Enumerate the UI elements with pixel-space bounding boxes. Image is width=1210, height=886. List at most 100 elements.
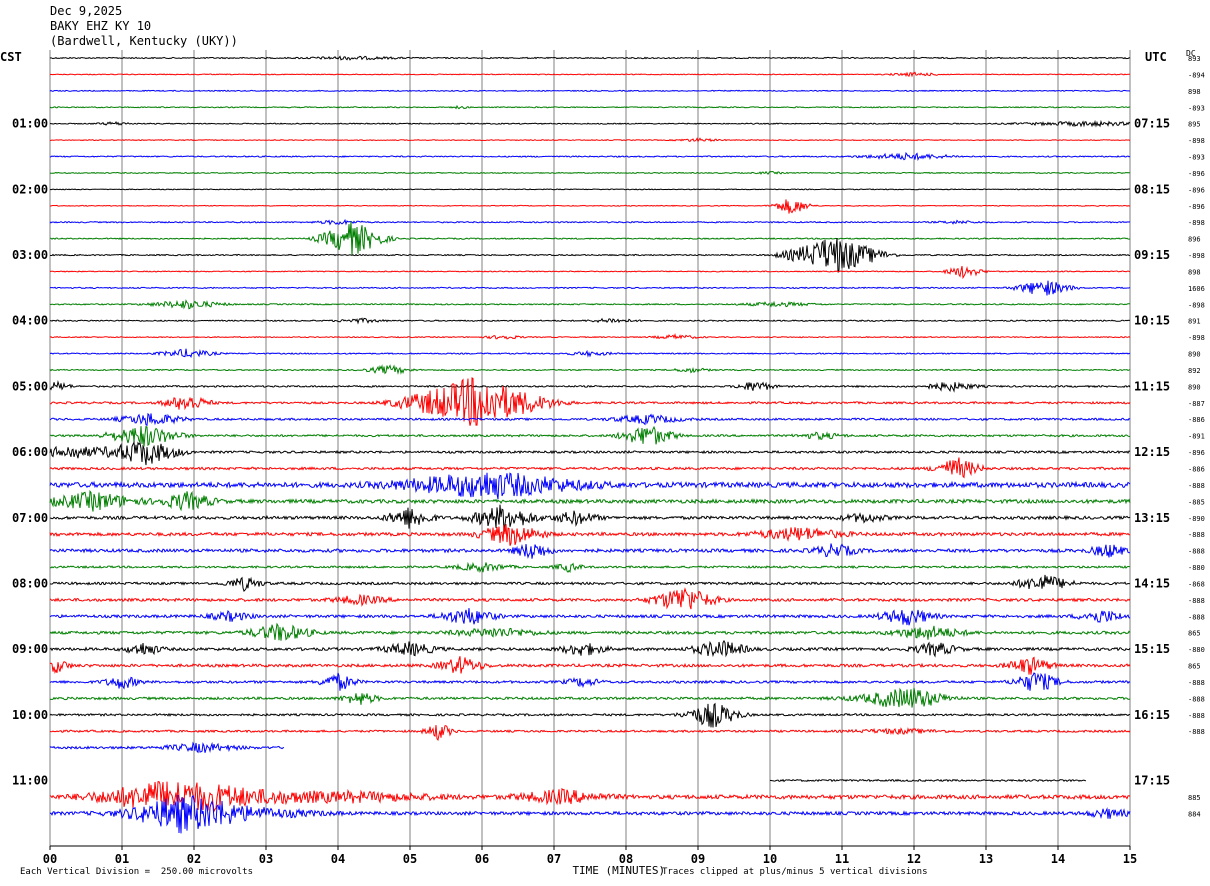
dc-offset-label: 895 — [1188, 121, 1201, 129]
hour-label-utc: 14:15 — [1134, 576, 1170, 590]
hour-label-cst: 10:00 — [12, 708, 48, 722]
dc-offset-label: -888 — [1188, 531, 1205, 539]
dc-offset-label: -898 — [1188, 252, 1205, 260]
hour-label-cst: 07:00 — [12, 511, 48, 525]
dc-offset-label: -886 — [1188, 466, 1205, 474]
trace-line — [49, 137, 1131, 143]
dc-offset-label: -893 — [1188, 104, 1205, 112]
axis-labels: 00 01 02 03 04 05 06 07 08 09 10 11 12 13 14 15 TIME (MI… — [12, 55, 1205, 877]
trace-line — [49, 543, 1131, 559]
dc-offset-label: -888 — [1188, 728, 1205, 736]
hour-label-utc: 10:15 — [1134, 314, 1170, 328]
x-tick-label: 07 — [547, 852, 561, 866]
dc-offset-label: -887 — [1188, 400, 1205, 408]
hour-label-utc: 17:15 — [1134, 773, 1170, 787]
trace-line — [49, 265, 1131, 280]
dc-offset-label: -868 — [1188, 580, 1205, 588]
x-tick-label: 00 — [43, 852, 57, 866]
trace-line — [49, 741, 285, 754]
dc-offset-label: -898 — [1188, 219, 1205, 227]
hour-label-cst: 02:00 — [12, 182, 48, 196]
dc-offset-label: -888 — [1188, 548, 1205, 556]
trace-line — [49, 489, 1131, 512]
dc-offset-label: -898 — [1188, 137, 1205, 145]
hour-label-utc: 12:15 — [1134, 445, 1170, 459]
dc-offset-label: -890 — [1188, 515, 1205, 523]
dc-offset-label: 896 — [1188, 236, 1201, 244]
trace-line — [49, 587, 1131, 610]
dc-offset-label: 898 — [1188, 268, 1201, 276]
trace-line — [49, 622, 1131, 641]
hour-label-cst: 01:00 — [12, 117, 48, 131]
trace-line — [50, 504, 1131, 532]
dc-offset-label: 884 — [1188, 810, 1201, 818]
x-tick-label: 01 — [115, 852, 129, 866]
trace-line — [49, 561, 1131, 573]
dc-offset-label: 891 — [1188, 318, 1201, 326]
dc-offset-label: -896 — [1188, 449, 1205, 457]
trace-line — [49, 725, 1131, 741]
trace-line — [49, 702, 1131, 728]
trace-line — [49, 317, 1131, 325]
left-axis-label: CST — [0, 50, 22, 64]
dc-offset-label: -891 — [1188, 433, 1205, 441]
x-tick-label: 14 — [1051, 852, 1065, 866]
dc-offset-label: -896 — [1188, 186, 1205, 194]
trace-line — [49, 524, 1131, 546]
dc-offset-label: -894 — [1188, 71, 1205, 79]
trace-line — [49, 55, 1131, 61]
trace-line — [49, 639, 1131, 658]
header-station: BAKY EHZ KY 10 — [50, 19, 152, 33]
trace-line — [49, 574, 1131, 593]
x-tick-label: 12 — [907, 852, 921, 866]
hour-label-utc: 11:15 — [1134, 379, 1170, 393]
trace-line — [49, 71, 1131, 78]
trace-line — [50, 199, 1131, 214]
x-tick-label: 09 — [691, 852, 705, 866]
scale-note: Each Vertical Division = 250.00 microvol… — [20, 867, 253, 877]
dc-offset-label: 1606 — [1188, 285, 1205, 293]
dc-offset-label: -888 — [1188, 679, 1205, 687]
header-date: Dec 9,2025 — [50, 4, 123, 18]
trace-line — [49, 221, 1131, 256]
trace-line — [49, 299, 1131, 310]
hour-label-utc: 16:15 — [1134, 708, 1170, 722]
hour-label-utc: 13:15 — [1134, 511, 1170, 525]
trace-line — [49, 457, 1131, 479]
seismic-traces — [49, 55, 1131, 834]
trace-line — [49, 380, 1131, 393]
dc-offset-label: -896 — [1188, 203, 1205, 211]
trace-line — [49, 333, 1131, 340]
trace-line — [49, 104, 1131, 110]
dc-offset-label: -898 — [1188, 334, 1205, 342]
hour-label-utc: 15:15 — [1134, 642, 1170, 656]
trace-line — [49, 781, 1131, 813]
x-tick-label: 08 — [619, 852, 633, 866]
hour-label-cst: 05:00 — [12, 379, 48, 393]
trace-line — [49, 656, 1131, 675]
dc-offset-label: 865 — [1188, 663, 1201, 671]
x-tick-label: 06 — [475, 852, 489, 866]
time-grid — [49, 50, 1131, 847]
hour-label-cst: 11:00 — [12, 773, 48, 787]
dc-offset-label: -898 — [1188, 301, 1205, 309]
dc-offset-label: 890 — [1188, 383, 1201, 391]
hour-label-utc: 09:15 — [1134, 248, 1170, 262]
dc-offset-label: -888 — [1188, 712, 1205, 720]
x-tick-label: 04 — [331, 852, 345, 866]
x-tick-label: 11 — [835, 852, 849, 866]
x-tick-label: 10 — [763, 852, 777, 866]
trace-line — [49, 608, 1131, 626]
dc-offset-label: -880 — [1188, 646, 1205, 654]
dc-offset-label: -888 — [1188, 482, 1205, 490]
clip-note: Traces clipped at plus/minus 5 vertical … — [662, 867, 928, 877]
trace-line — [49, 348, 1131, 359]
trace-line — [49, 237, 1131, 273]
x-tick-label: 15 — [1123, 852, 1137, 866]
x-axis-label: TIME (MINUTES) — [572, 864, 665, 877]
trace-line — [49, 151, 1131, 161]
hour-label-cst: 04:00 — [12, 314, 48, 328]
right-axis-label: UTC — [1145, 50, 1167, 64]
x-tick-label: 13 — [979, 852, 993, 866]
